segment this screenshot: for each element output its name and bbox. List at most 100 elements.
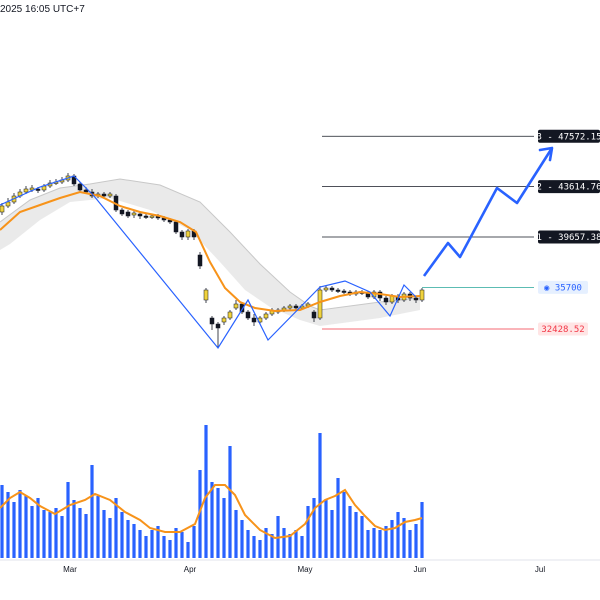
candle — [77, 182, 83, 192]
candle-body — [215, 323, 221, 329]
candle-body — [0, 205, 5, 213]
candle-body — [125, 211, 131, 217]
volume-bar — [264, 528, 268, 558]
volume-bar — [132, 524, 136, 558]
candle — [335, 288, 341, 293]
volume-bar — [42, 510, 46, 558]
volume-bar — [12, 502, 16, 558]
volume-bar — [372, 528, 376, 558]
target-1-label: 1 - 39657.38 — [536, 233, 600, 243]
candle-body — [311, 311, 317, 319]
candle-body — [287, 305, 293, 309]
volume-bar — [396, 512, 400, 558]
volume-bar — [180, 532, 184, 558]
volume-bar — [210, 482, 214, 558]
volume-bar — [54, 508, 58, 558]
volume-bar — [402, 518, 406, 558]
volume-bar — [114, 498, 118, 558]
volume-bar — [390, 520, 394, 558]
candle — [323, 286, 329, 292]
volume-bar — [360, 516, 364, 558]
candle-body — [23, 188, 29, 193]
candle-body — [77, 183, 83, 191]
projection-layer — [422, 146, 554, 277]
volume-bar — [72, 500, 76, 558]
candle-body — [419, 289, 425, 301]
time-axis: Mar Apr May Jun Jul — [0, 559, 600, 574]
volume-bar — [6, 492, 10, 558]
candle-body — [83, 189, 89, 193]
candle-body — [173, 221, 179, 233]
volume-bar — [420, 502, 424, 558]
candle — [329, 286, 335, 292]
candle — [269, 308, 275, 316]
candle — [245, 310, 251, 320]
candle-body — [143, 215, 149, 218]
volume-bar — [84, 514, 88, 558]
volume-bar — [48, 512, 52, 558]
candle-body — [329, 287, 335, 291]
candle — [119, 208, 125, 216]
candle-body — [341, 290, 347, 293]
volume-bars — [0, 425, 424, 558]
volume-bar — [324, 500, 328, 558]
volume-bar — [204, 425, 208, 558]
volume-bar — [354, 512, 358, 558]
candle — [233, 300, 239, 310]
volume-bar — [0, 485, 4, 558]
volume-bar — [144, 536, 148, 558]
candle — [197, 252, 203, 269]
candle-body — [245, 311, 251, 319]
candle — [377, 290, 383, 301]
candle-body — [107, 193, 113, 197]
moving-average-layer — [0, 190, 421, 313]
volume-bar — [78, 508, 82, 558]
entry-label: ◉ 35700 — [544, 283, 582, 293]
candle-body — [119, 209, 125, 215]
volume-bar — [336, 478, 340, 558]
volume-bar — [234, 510, 238, 558]
volume-bar — [366, 530, 370, 558]
candle — [293, 304, 299, 310]
target-2-label-box — [538, 180, 600, 194]
candle — [287, 304, 293, 310]
candle-body — [149, 215, 155, 218]
candle-body — [293, 305, 299, 309]
candle-body — [251, 317, 257, 323]
stop-label-box — [538, 322, 588, 336]
volume-bar — [294, 530, 298, 558]
volume-bar — [258, 540, 262, 558]
time-axis-label: May — [297, 565, 312, 574]
volume-bar — [66, 482, 70, 558]
entry-label-box — [538, 280, 588, 294]
target-2-label: 2 - 43614.76 — [536, 183, 600, 193]
volume-bar — [126, 520, 130, 558]
volume-bar — [120, 512, 124, 558]
price-band — [0, 179, 420, 326]
volume-bar — [384, 526, 388, 558]
candle-body — [413, 297, 419, 301]
candle-body — [239, 303, 245, 313]
volume-bar — [318, 433, 322, 558]
candle — [137, 212, 143, 219]
candle-body — [233, 303, 239, 309]
price-band-upper — [0, 178, 421, 311]
time-axis-label: Apr — [184, 565, 197, 574]
moving-average-line — [0, 190, 421, 313]
volume-bar — [36, 498, 40, 558]
volume-bar — [198, 470, 202, 558]
candle — [419, 288, 425, 302]
candle — [131, 211, 137, 218]
volume-bar — [222, 498, 226, 558]
volume-bar — [174, 528, 178, 558]
candle — [125, 210, 131, 218]
target-3-label-box — [538, 129, 600, 143]
volume-bar — [24, 496, 28, 558]
volume-bar — [306, 506, 310, 558]
volume-bar — [282, 528, 286, 558]
candle-body — [185, 230, 191, 238]
volume-bar — [378, 530, 382, 558]
candle — [227, 310, 233, 320]
price-levels: 3 - 47572.15 2 - 43614.76 1 - 39657.38 ◉ 35… — [322, 129, 600, 336]
